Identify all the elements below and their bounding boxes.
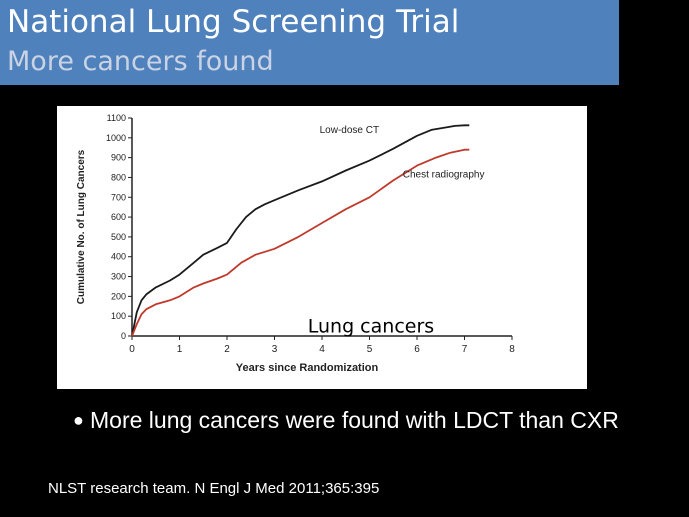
y-tick-label: 500 bbox=[111, 232, 126, 242]
x-axis-label: Years since Randomization bbox=[236, 362, 379, 374]
y-tick-label: 900 bbox=[111, 153, 126, 163]
x-tick-label: 8 bbox=[509, 344, 515, 355]
y-ticks: 0 100 200 300 400 500 600 700 800 900 1000 1100 bbox=[106, 113, 132, 341]
lung-cancer-chart: 0 100 200 300 400 500 600 700 800 900 1000 1100 0 1 2… bbox=[76, 113, 515, 374]
x-ticks: 0 1 2 3 4 5 6 7 8 bbox=[129, 336, 515, 355]
y-axis-label: Cumulative No. of Lung Cancers bbox=[76, 149, 87, 304]
series-line-chest-radiography bbox=[131, 148, 470, 337]
y-tick-label: 600 bbox=[111, 212, 126, 222]
citation: NLST research team. N Engl J Med 2011;36… bbox=[48, 480, 380, 497]
x-tick-label: 1 bbox=[177, 344, 183, 355]
chart-axes bbox=[131, 118, 512, 337]
y-tick-label: 0 bbox=[121, 331, 126, 341]
bullet-dot-icon: ● bbox=[73, 410, 84, 430]
bullet-item: ● More lung cancers were found with LDCT… bbox=[73, 407, 653, 433]
slide-title: National Lung Screening Trial bbox=[7, 4, 460, 40]
x-tick-label: 0 bbox=[129, 344, 135, 355]
y-tick-label: 300 bbox=[111, 272, 126, 282]
series-label-chest-radiography: Chest radiography bbox=[403, 169, 485, 180]
bullet-text: More lung cancers were found with LDCT t… bbox=[90, 407, 619, 433]
title-bar: National Lung Screening Trial More cance… bbox=[0, 0, 619, 85]
x-tick-label: 2 bbox=[224, 344, 230, 355]
x-tick-label: 7 bbox=[462, 344, 468, 355]
x-tick-label: 4 bbox=[319, 344, 325, 355]
y-tick-label: 1000 bbox=[106, 133, 126, 143]
x-tick-label: 5 bbox=[367, 344, 373, 355]
y-tick-label: 400 bbox=[111, 252, 126, 262]
y-tick-label: 700 bbox=[111, 192, 126, 202]
x-tick-label: 3 bbox=[272, 344, 278, 355]
series-label-low-dose-ct: Low-dose CT bbox=[320, 125, 379, 136]
x-tick-label: 6 bbox=[414, 344, 420, 355]
y-tick-label: 1100 bbox=[107, 113, 126, 123]
chart-annotation: Lung cancers bbox=[308, 315, 434, 337]
chart-panel: 0 100 200 300 400 500 600 700 800 900 1000 1100 0 1 2… bbox=[57, 106, 587, 389]
y-tick-label: 800 bbox=[111, 172, 126, 182]
slide-subtitle: More cancers found bbox=[7, 46, 274, 77]
series-lines bbox=[131, 124, 470, 337]
y-tick-label: 100 bbox=[111, 311, 126, 321]
series-line-low-dose-ct bbox=[131, 124, 470, 337]
y-tick-label: 200 bbox=[111, 291, 126, 301]
